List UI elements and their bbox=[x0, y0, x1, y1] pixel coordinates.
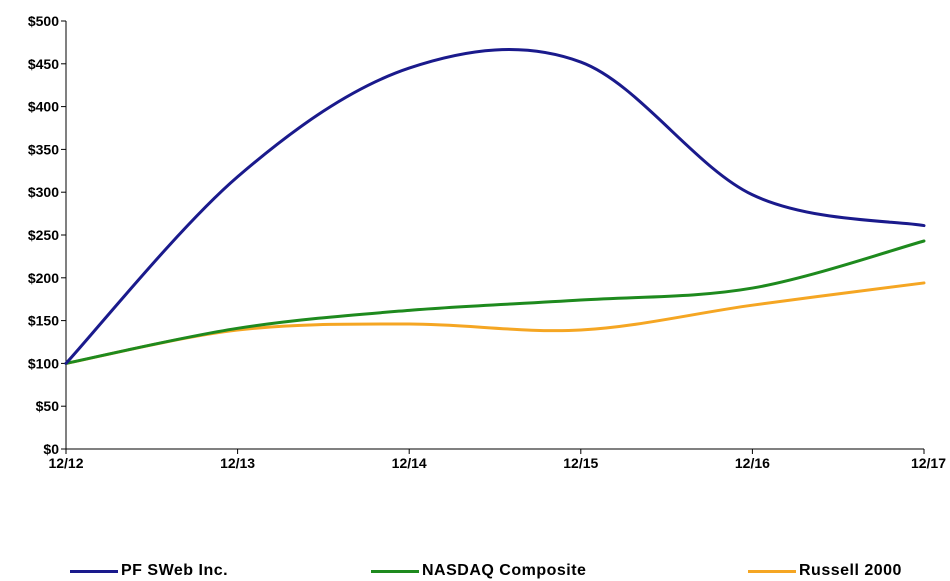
legend-label-russell: Russell 2000 bbox=[799, 562, 902, 579]
legend-swatch-nasdaq bbox=[371, 569, 419, 573]
x-tick-label: 12/17 bbox=[911, 455, 946, 471]
y-tick-label: $250 bbox=[28, 227, 59, 243]
y-tick-label: $50 bbox=[36, 398, 60, 414]
chart-series bbox=[64, 48, 926, 365]
y-tick-label: $500 bbox=[28, 13, 59, 29]
x-tick-label: 12/15 bbox=[563, 455, 598, 471]
y-tick-label: $400 bbox=[28, 99, 59, 115]
series-line-nasdaq-composite bbox=[64, 239, 926, 365]
y-tick-label: $350 bbox=[28, 141, 59, 157]
legend-item-russell: Russell 2000 bbox=[748, 561, 902, 581]
y-tick-label: $200 bbox=[28, 270, 59, 286]
y-tick-label: $0 bbox=[43, 441, 59, 457]
legend-swatch-pfsweb bbox=[70, 569, 118, 573]
x-tick-label: 12/12 bbox=[48, 455, 83, 471]
chart-axes: $0 $50 $100 $150 $200 $250 $300 $350 $400 $450 $50… bbox=[28, 13, 946, 471]
legend-label-nasdaq: NASDAQ Composite bbox=[422, 562, 587, 579]
x-tick-label: 12/14 bbox=[392, 455, 427, 471]
y-tick-label: $150 bbox=[28, 313, 59, 329]
x-tick-label: 12/13 bbox=[220, 455, 255, 471]
legend-item-nasdaq: NASDAQ Composite bbox=[371, 561, 586, 581]
legend-swatch-russell bbox=[748, 569, 796, 573]
series-line-pfsweb-inc bbox=[64, 48, 926, 365]
y-tick-label: $100 bbox=[28, 355, 59, 371]
y-tick-label: $450 bbox=[28, 56, 59, 72]
legend-label-pfsweb: PF SWeb Inc. bbox=[121, 562, 229, 579]
legend-item-pfsweb: PF SWeb Inc. bbox=[70, 561, 228, 581]
chart-legend: PF SWeb Inc. NASDAQ Composite Russell 20… bbox=[0, 561, 950, 581]
line-chart: $0 $50 $100 $150 $200 $250 $300 $350 $400 $450 $50… bbox=[28, 13, 946, 471]
series-line-russell-2000 bbox=[64, 281, 926, 365]
y-tick-label: $300 bbox=[28, 184, 59, 200]
x-tick-label: 12/16 bbox=[735, 455, 770, 471]
